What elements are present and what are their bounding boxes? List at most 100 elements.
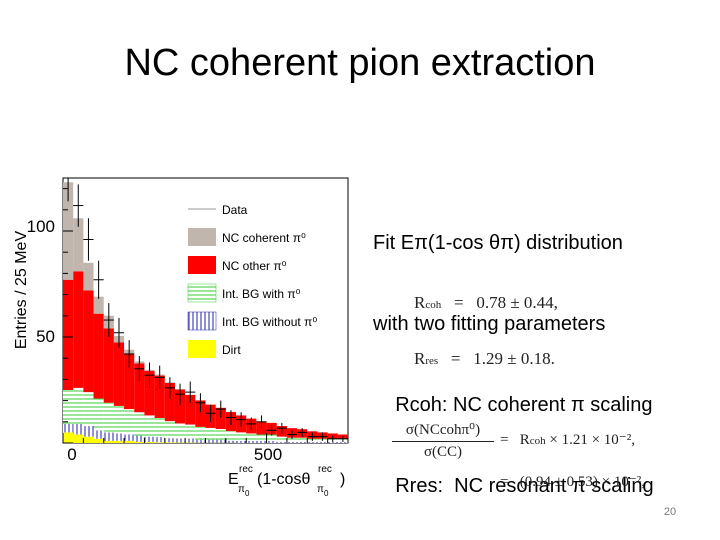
data-point	[73, 184, 84, 227]
legend: Data NC coherent π⁰ NC other π⁰ Int. BG …	[187, 203, 317, 358]
bar-segment	[83, 392, 94, 427]
bar-segment	[144, 370, 155, 416]
y-tick-label: 50	[36, 327, 55, 346]
bar-segment	[215, 407, 226, 430]
ratio-equation-line1: = Rcoh × 1.21 × 10⁻²,	[500, 432, 635, 448]
x-tick-label: 0	[67, 445, 76, 464]
bar-segment	[124, 434, 135, 441]
bar-segment	[164, 442, 175, 443]
description-line: with two fitting parameters	[373, 313, 606, 335]
data-point	[113, 317, 125, 348]
data-point	[276, 422, 287, 434]
bar-segment	[205, 427, 216, 440]
bar-segment	[154, 417, 165, 438]
data-point	[134, 356, 145, 382]
svg-text:Int. BG with π⁰: Int. BG with π⁰	[222, 287, 301, 301]
bar-segment	[164, 383, 175, 422]
bar-segment	[124, 409, 135, 435]
data-point	[174, 383, 186, 405]
bar-segment	[83, 436, 94, 443]
data-point	[266, 424, 277, 436]
bar-segment	[93, 430, 104, 439]
bar-segment	[164, 438, 175, 443]
bar-segment	[195, 400, 206, 427]
data-point	[215, 400, 226, 418]
bar-segment	[113, 405, 125, 434]
data-point	[337, 435, 348, 442]
svg-text:Int. BG without π⁰: Int. BG without π⁰	[222, 315, 317, 329]
bar-segment	[73, 423, 84, 435]
axis-ticks	[62, 188, 349, 444]
bar-segment	[124, 440, 135, 443]
bar-segment	[154, 375, 165, 418]
legend-item-dirt: Dirt	[188, 340, 241, 358]
bar-segment	[236, 432, 247, 441]
data-point	[205, 404, 216, 422]
data-point	[154, 365, 165, 389]
bar-segment	[103, 402, 114, 433]
data-point	[297, 428, 308, 437]
data-point	[225, 410, 237, 425]
bar-segment	[113, 433, 125, 441]
ratio-equation-line2: = (0.94 ± 0.53) × 10⁻²,	[500, 474, 646, 490]
bar-segment	[266, 440, 277, 443]
data-point	[246, 417, 257, 431]
bar-segment	[134, 435, 145, 442]
bar-segment	[103, 432, 114, 441]
x-tick-label: 500	[254, 445, 282, 464]
svg-text:): )	[340, 471, 345, 488]
data-point	[144, 362, 155, 388]
rres-equation: Rres = 1.29 ± 0.18.	[414, 349, 555, 368]
description-line: Fit Eπ(1-cos θπ) distribution	[373, 232, 623, 254]
bar-segment	[307, 441, 318, 443]
bar-segment	[124, 353, 135, 410]
legend-item-int-bg-without: Int. BG without π⁰	[187, 311, 317, 331]
bar-segment	[144, 436, 155, 442]
data-point	[236, 412, 247, 428]
bar-segment	[93, 438, 104, 443]
bar-segment	[195, 426, 206, 440]
bar-segment	[286, 437, 298, 442]
bar-segment	[185, 424, 196, 439]
bar-segment	[83, 426, 94, 437]
bar-segment	[337, 441, 348, 443]
bar-segment	[73, 271, 84, 388]
bar-segment	[266, 434, 277, 441]
legend-item-data: Data	[188, 203, 248, 217]
bar-segment	[73, 387, 84, 424]
svg-text:0: 0	[324, 489, 329, 498]
bar-segment	[83, 290, 94, 393]
fit-description: Fit Eπ(1-cos θπ) distribution with two f…	[373, 176, 654, 527]
data-points	[63, 177, 348, 442]
data-point	[185, 381, 196, 403]
bar-segment	[134, 363, 145, 413]
bar-segment	[113, 440, 125, 443]
bar-segment	[286, 441, 298, 443]
slide-title: NC coherent pion extraction	[124, 42, 596, 84]
bar-segment	[164, 421, 175, 439]
bar-segment	[297, 437, 308, 442]
bar-segment	[276, 441, 287, 443]
data-point	[195, 393, 206, 413]
bar-segment	[256, 440, 267, 443]
data-point	[256, 415, 267, 429]
data-point	[93, 260, 104, 299]
svg-text:Data: Data	[222, 203, 248, 217]
bar-segment	[215, 429, 226, 440]
svg-text:rec: rec	[239, 464, 253, 475]
bar-segment	[246, 433, 257, 441]
bar-segment	[134, 412, 145, 436]
bar-segment	[225, 431, 237, 441]
svg-text:(1-cosθ: (1-cosθ	[257, 471, 310, 488]
data-point	[103, 303, 114, 337]
svg-text:π: π	[317, 484, 324, 495]
data-point	[124, 340, 135, 368]
description-line: Rres: NC resonant π scaling	[373, 475, 654, 497]
bar-segment	[83, 262, 94, 291]
bar-segment	[73, 434, 84, 443]
data-point	[83, 218, 94, 261]
bar-segment	[297, 441, 308, 443]
bar-segment	[185, 438, 196, 443]
data-point	[307, 432, 318, 441]
bar-segment	[134, 441, 145, 443]
